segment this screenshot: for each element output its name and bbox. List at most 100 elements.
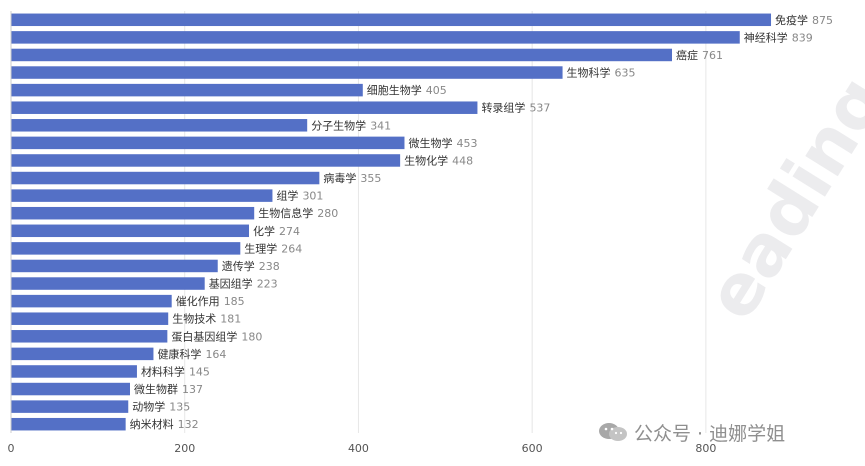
value-label: 635	[615, 67, 636, 80]
value-label: 132	[178, 418, 199, 431]
value-label: 875	[812, 14, 833, 27]
x-tick-label: 200	[174, 442, 195, 455]
bar-label: 转录组学 537	[481, 101, 550, 115]
category-label: 蛋白基因组学	[171, 329, 237, 343]
bar-label: 分子生物学 341	[311, 118, 391, 132]
bar-label: 细胞生物学 405	[367, 83, 447, 97]
bar	[11, 259, 218, 273]
bar-label: 生理学 264	[244, 241, 302, 255]
value-label: 341	[370, 119, 391, 132]
category-label: 生物信息学	[258, 206, 313, 220]
category-label: 微生物群	[134, 382, 178, 396]
bar-label: 化学 274	[253, 224, 300, 238]
value-label: 164	[205, 348, 226, 361]
bar	[11, 224, 249, 238]
bar	[11, 189, 273, 202]
category-label: 免疫学	[775, 13, 808, 27]
value-label: 185	[224, 295, 245, 308]
bar-label: 生物技术 181	[172, 312, 241, 326]
value-label: 355	[360, 172, 381, 185]
bar	[11, 171, 320, 185]
wechat-icon	[599, 423, 627, 441]
category-label: 健康科学	[157, 347, 201, 361]
category-label: 遗传学	[222, 259, 255, 273]
bar	[11, 154, 401, 167]
grid-lines	[184, 11, 707, 433]
value-label: 264	[281, 242, 302, 255]
bar-label: 癌症 761	[676, 48, 723, 62]
value-label: 135	[169, 401, 190, 414]
bar-label: 基因组学 223	[209, 277, 278, 291]
category-label: 转录组学	[481, 101, 525, 115]
bar-label: 微生物学 453	[408, 136, 477, 150]
bar	[11, 330, 168, 343]
category-label: 癌症	[676, 48, 698, 62]
category-label: 微生物学	[408, 136, 452, 150]
category-label: 化学	[253, 224, 275, 238]
bar	[11, 136, 405, 150]
bar-label: 材料科学 145	[141, 364, 210, 378]
bar	[11, 31, 740, 44]
category-label: 生物技术	[172, 312, 216, 326]
bar-label: 纳米材料 132	[130, 417, 199, 431]
bar-label: 生物科学 635	[567, 66, 636, 80]
category-label: 生理学	[244, 241, 277, 255]
bar	[11, 347, 154, 361]
bar-label: 生物化学 448	[404, 153, 473, 167]
bar-label: 动物学 135	[132, 400, 190, 414]
x-tick-label: 0	[8, 442, 15, 455]
bar-label: 生物信息学 280	[258, 206, 338, 220]
bar-label: 蛋白基因组学 180	[171, 329, 262, 343]
bar-label: 组学 301	[276, 189, 323, 203]
x-tick-label: 400	[348, 442, 369, 455]
bar-label: 病毒学 355	[323, 171, 381, 185]
bar-label: 遗传学 238	[222, 259, 280, 273]
bar	[11, 417, 126, 431]
value-label: 223	[257, 278, 278, 291]
bar	[11, 48, 673, 62]
bar	[11, 400, 129, 413]
category-label: 神经科学	[744, 30, 788, 44]
bar-label: 微生物群 137	[134, 382, 203, 396]
value-label: 180	[241, 330, 262, 343]
category-label: 生物科学	[567, 66, 611, 80]
value-label: 137	[182, 383, 203, 396]
bar-label: 神经科学 839	[744, 30, 813, 44]
category-label: 基因组学	[209, 277, 253, 291]
category-label: 纳米材料	[130, 417, 174, 431]
category-label: 生物化学	[404, 153, 448, 167]
bar-labels-group: 免疫学 875 神经科学 839 癌症 761 生物科学 635 细胞生物学 405 转录组学 537…	[130, 13, 833, 431]
value-label: 761	[702, 49, 723, 62]
bar	[11, 277, 205, 290]
bar	[11, 101, 478, 114]
category-label: 组学	[276, 189, 298, 203]
bar	[11, 242, 241, 255]
category-label: 细胞生物学	[367, 83, 422, 97]
bar-label: 健康科学 164	[157, 347, 226, 361]
value-label: 145	[189, 365, 210, 378]
bars-group	[11, 13, 772, 431]
watermark: 公众号 · 迪娜学姐	[598, 419, 785, 445]
category-label: 催化作用	[176, 294, 220, 308]
category-label: 动物学	[132, 400, 165, 414]
value-label: 448	[452, 154, 473, 167]
value-label: 280	[317, 207, 338, 220]
bar-label: 催化作用 185	[176, 294, 245, 308]
category-label: 材料科学	[141, 364, 185, 378]
value-label: 181	[220, 313, 241, 326]
bar	[11, 206, 255, 220]
value-label: 453	[456, 137, 477, 150]
bar	[11, 83, 363, 97]
value-label: 405	[426, 84, 447, 97]
bar	[11, 382, 130, 396]
bar	[11, 13, 772, 27]
bar-label: 免疫学 875	[775, 13, 833, 27]
value-label: 839	[792, 31, 813, 44]
bar	[11, 294, 172, 308]
category-label: 病毒学	[323, 171, 356, 185]
value-label: 301	[302, 190, 323, 203]
x-tick-label: 800	[695, 442, 716, 455]
x-axis: 0 200 400 600 800	[8, 11, 716, 455]
bar	[11, 119, 308, 132]
value-label: 274	[279, 225, 300, 238]
